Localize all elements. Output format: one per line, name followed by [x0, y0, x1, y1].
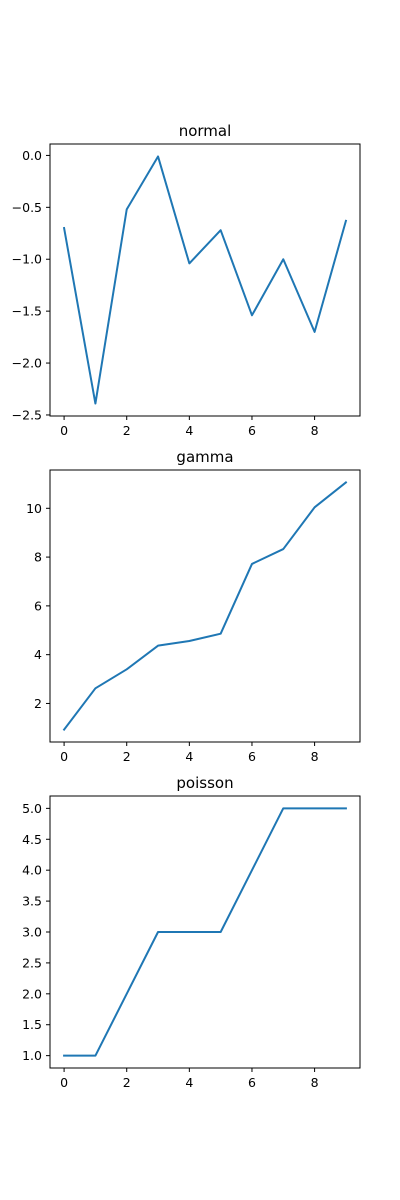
x-tick-label: 2 — [123, 749, 131, 764]
x-tick-label: 2 — [123, 1075, 131, 1090]
subplot-title: gamma — [176, 448, 233, 466]
y-tick-label: 0.0 — [22, 148, 42, 163]
y-tick-label: 4.0 — [22, 863, 42, 878]
y-tick-label: 2.5 — [22, 955, 42, 970]
x-tick-label: 2 — [123, 423, 131, 438]
subplot-poisson: poisson 0 2 4 6 8 1.0 1.5 2.0 2.5 3.0 3.5 4.0 4.5 5.0 — [22, 774, 361, 1090]
axes-frame — [49, 469, 361, 743]
y-tick-label: −2.0 — [12, 356, 42, 371]
y-tick-label: −2.5 — [12, 407, 42, 422]
series-line — [62, 155, 348, 405]
y-tick-label: 4 — [34, 647, 42, 662]
y-tick-label: 8 — [34, 550, 42, 565]
y-tick-label: −1.5 — [12, 304, 42, 319]
series-line — [63, 807, 347, 1057]
y-tick-label: 3.5 — [22, 894, 42, 909]
subplot-title: normal — [179, 122, 232, 140]
subplot-gamma: gamma 0 2 4 6 8 2 4 6 8 10 — [26, 448, 361, 764]
y-tick-label: 10 — [26, 501, 42, 516]
y-tick-label: 6 — [34, 598, 42, 613]
y-tick-label: −0.5 — [12, 200, 42, 215]
y-tick-label: 1.5 — [22, 1017, 42, 1032]
y-tick-label: −1.0 — [12, 252, 42, 267]
y-tick-label: 1.0 — [22, 1048, 42, 1063]
x-tick-label: 8 — [311, 749, 319, 764]
x-tick-label: 0 — [60, 749, 68, 764]
x-tick-label: 6 — [248, 749, 256, 764]
y-tick-label: 3.0 — [22, 925, 42, 940]
x-tick-label: 8 — [311, 1075, 319, 1090]
y-tick-label: 2.0 — [22, 986, 42, 1001]
subplot-normal: normal 0 2 4 6 8 0.0 −0.5 −1.0 −1.5 −2.0 −2.5 — [12, 122, 361, 438]
y-tick-label: 5.0 — [22, 801, 42, 816]
y-tick-label: 4.5 — [22, 832, 42, 847]
x-tick-label: 8 — [311, 423, 319, 438]
series-line — [62, 481, 348, 731]
x-tick-label: 4 — [185, 749, 193, 764]
x-tick-label: 0 — [60, 1075, 68, 1090]
subplot-title: poisson — [176, 774, 233, 792]
x-tick-label: 0 — [60, 423, 68, 438]
axes-frame — [49, 143, 361, 417]
x-tick-label: 4 — [185, 423, 193, 438]
x-tick-label: 6 — [248, 423, 256, 438]
x-tick-label: 4 — [185, 1075, 193, 1090]
x-tick-label: 6 — [248, 1075, 256, 1090]
y-tick-label: 2 — [34, 696, 42, 711]
